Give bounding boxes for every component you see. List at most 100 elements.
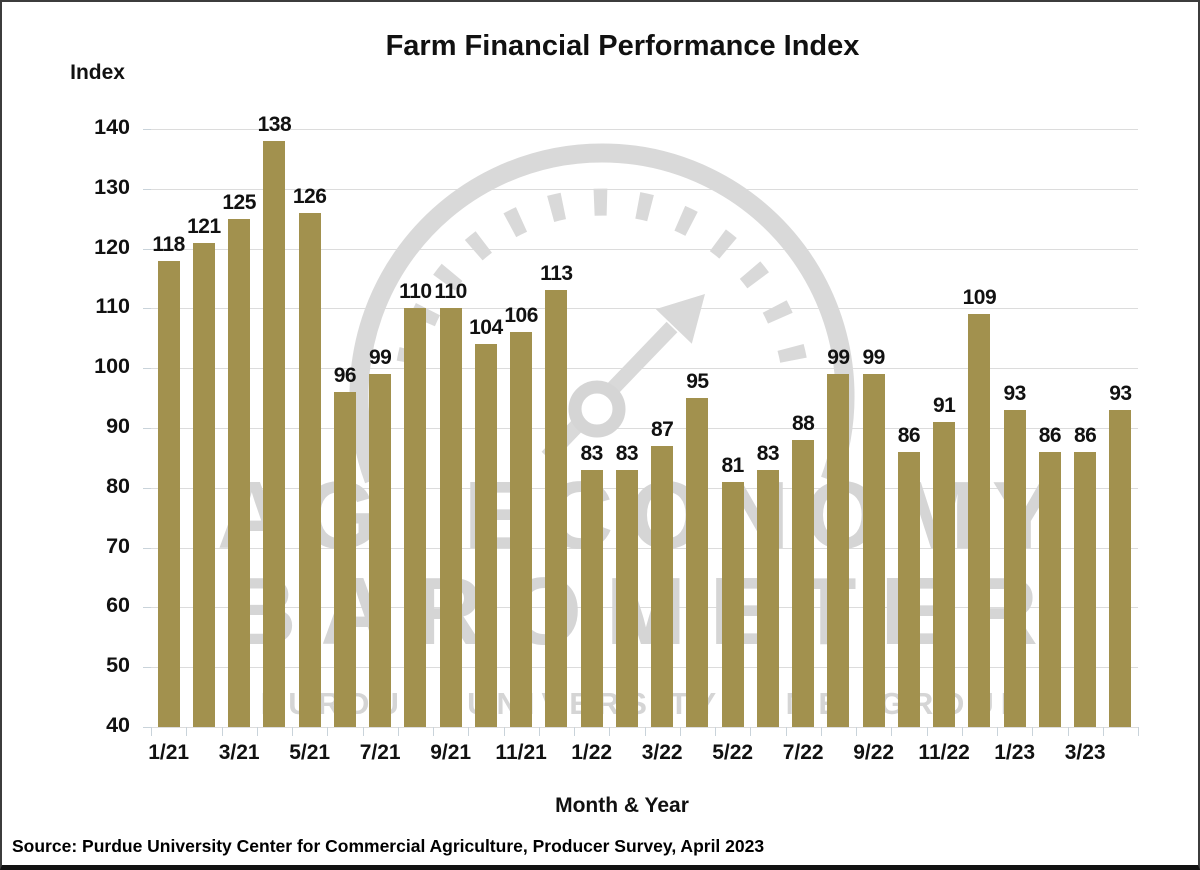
x-tick-label: 9/21 bbox=[430, 741, 472, 764]
bar-value-label: 95 bbox=[686, 370, 709, 394]
x-tick-label: 3/23 bbox=[1064, 741, 1106, 764]
gridline bbox=[151, 607, 1138, 609]
bar bbox=[862, 374, 885, 727]
gridline bbox=[151, 129, 1138, 130]
x-tick-label: 5/21 bbox=[289, 741, 331, 764]
y-tick-label: 40 bbox=[106, 713, 130, 737]
bar bbox=[651, 445, 674, 727]
x-axis-tick bbox=[151, 727, 152, 736]
bar bbox=[439, 308, 462, 727]
bar-value-label: 83 bbox=[615, 441, 639, 465]
y-axis-tick bbox=[143, 487, 151, 489]
x-axis-tick bbox=[856, 727, 857, 736]
x-axis-tick bbox=[820, 727, 822, 736]
gridline bbox=[151, 667, 1138, 669]
y-tick-label: 120 bbox=[94, 234, 130, 259]
bar-value-label: 99 bbox=[862, 346, 885, 370]
y-tick-label: 70 bbox=[106, 533, 130, 558]
x-axis-tick bbox=[644, 727, 646, 736]
bar bbox=[897, 451, 920, 727]
x-tick-label: 11/22 bbox=[918, 741, 970, 764]
bar bbox=[263, 140, 286, 727]
x-axis-tick bbox=[926, 727, 928, 736]
y-tick-label: 60 bbox=[106, 593, 130, 618]
bar-value-label: 93 bbox=[1003, 382, 1026, 406]
x-tick-label: 3/22 bbox=[641, 741, 683, 764]
bar-value-label: 125 bbox=[222, 190, 256, 214]
bar-value-label: 93 bbox=[1109, 382, 1132, 406]
y-axis-tick bbox=[143, 248, 151, 250]
bar bbox=[580, 469, 603, 727]
y-axis-tick bbox=[143, 428, 151, 429]
gridline bbox=[151, 487, 1138, 489]
y-axis-tick bbox=[143, 547, 151, 549]
bar-value-label: 121 bbox=[187, 214, 221, 238]
x-axis-tick bbox=[292, 727, 293, 736]
y-tick-label: 140 bbox=[94, 115, 130, 139]
bar bbox=[474, 344, 497, 727]
y-axis-title: Index bbox=[70, 61, 125, 84]
gauge-hub bbox=[568, 380, 626, 438]
x-axis-tick bbox=[327, 727, 329, 736]
bar bbox=[404, 308, 427, 727]
y-axis-tick bbox=[143, 607, 151, 609]
x-axis-tick bbox=[1032, 727, 1034, 736]
bar-value-label: 86 bbox=[897, 423, 921, 447]
x-axis-tick bbox=[1067, 727, 1069, 736]
x-tick-label: 7/21 bbox=[359, 741, 401, 764]
bar bbox=[721, 481, 744, 727]
gauge-needle-arrowhead bbox=[655, 294, 705, 344]
y-tick-label: 90 bbox=[106, 414, 130, 438]
x-axis-tick bbox=[715, 727, 716, 736]
bar bbox=[228, 218, 251, 727]
x-axis-tick bbox=[221, 727, 223, 736]
bar-value-label: 83 bbox=[756, 441, 780, 465]
x-tick-label: 1/23 bbox=[994, 741, 1036, 764]
bar bbox=[1109, 410, 1132, 727]
bar-value-label: 138 bbox=[257, 112, 292, 136]
bar bbox=[510, 332, 533, 727]
bar bbox=[615, 469, 638, 727]
y-axis-tick bbox=[143, 368, 151, 370]
x-axis-tick bbox=[1102, 727, 1104, 736]
y-tick-label: 110 bbox=[95, 294, 130, 319]
y-axis-tick bbox=[143, 188, 151, 190]
chart-title: Farm Financial Performance Index bbox=[385, 30, 860, 62]
x-axis-tick bbox=[785, 727, 787, 736]
x-axis-tick bbox=[997, 727, 998, 736]
bar-value-label: 109 bbox=[962, 286, 997, 310]
bar-value-label: 110 bbox=[434, 280, 467, 304]
bar bbox=[333, 392, 356, 727]
x-axis-tick bbox=[609, 727, 611, 736]
bar-value-label: 91 bbox=[932, 394, 956, 418]
bar bbox=[968, 314, 991, 727]
bar bbox=[369, 374, 392, 727]
y-tick-label: 130 bbox=[94, 174, 130, 199]
x-axis-tick bbox=[503, 727, 505, 736]
y-tick-label: 50 bbox=[106, 653, 130, 678]
x-axis-tick bbox=[574, 727, 575, 736]
bar-value-label: 88 bbox=[791, 411, 815, 435]
bar bbox=[157, 260, 180, 727]
bar-value-label: 106 bbox=[504, 304, 538, 328]
x-axis-title: Month & Year bbox=[555, 794, 689, 817]
x-tick-label: 1/21 bbox=[148, 741, 190, 764]
bar bbox=[933, 422, 956, 727]
x-tick-label: 11/21 bbox=[495, 741, 547, 764]
bar bbox=[298, 212, 321, 727]
y-axis-tick bbox=[143, 667, 151, 669]
bar bbox=[1074, 451, 1097, 727]
x-axis-tick bbox=[961, 727, 963, 736]
x-axis-tick bbox=[1138, 727, 1139, 736]
y-tick-label: 80 bbox=[106, 473, 130, 498]
bar-value-label: 87 bbox=[650, 417, 674, 441]
source-note: Source: Purdue University Center for Com… bbox=[12, 836, 765, 856]
bar bbox=[1003, 410, 1026, 727]
x-tick-label: 3/21 bbox=[218, 741, 260, 764]
bar bbox=[1038, 451, 1061, 727]
x-tick-label: 5/22 bbox=[712, 741, 754, 764]
bar bbox=[686, 398, 709, 727]
bar bbox=[545, 290, 568, 727]
bar-value-label: 126 bbox=[292, 184, 327, 208]
